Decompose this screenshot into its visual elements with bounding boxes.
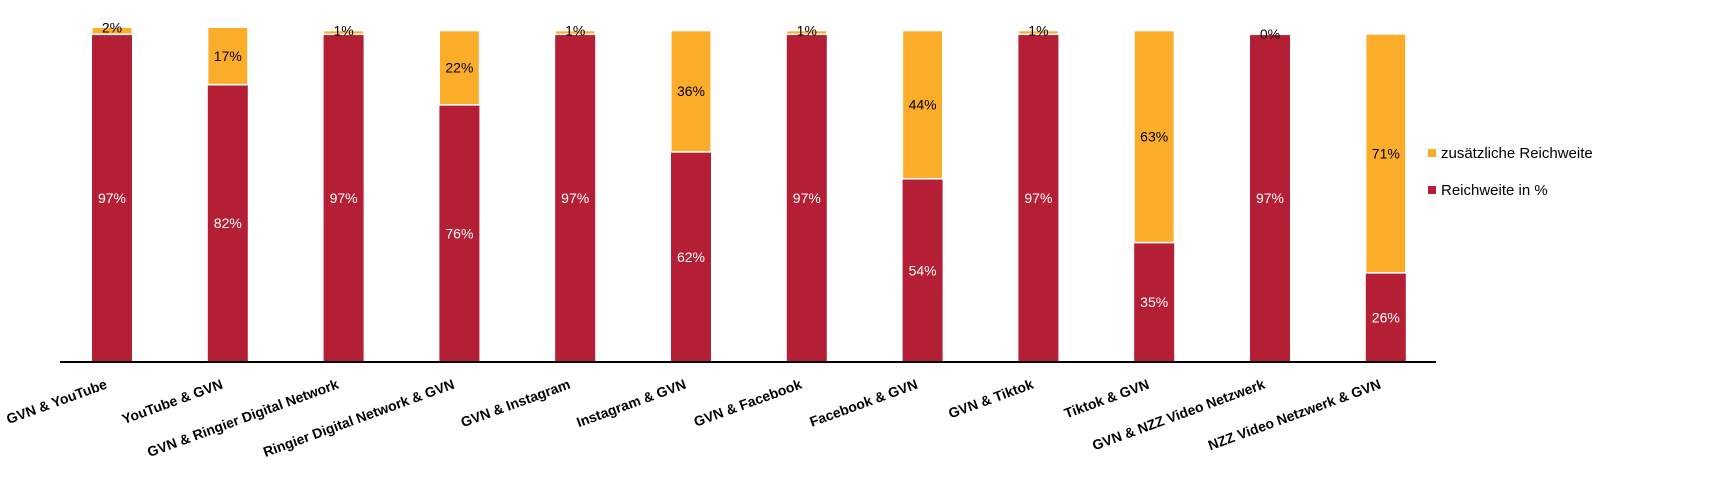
data-label: 2% (102, 19, 122, 35)
bar-reichweite (671, 152, 711, 361)
bar-reichweite (555, 35, 596, 362)
data-label: 36% (677, 83, 705, 99)
data-label: 17% (214, 48, 242, 64)
data-label: 1% (1028, 23, 1048, 39)
data-label: 22% (445, 60, 473, 76)
bar-zusaetzliche-reichweite (323, 30, 365, 35)
bar-zusaetzliche-reichweite (438, 30, 480, 106)
bar-zusaetzliche-reichweite (1017, 30, 1060, 35)
data-label: 1% (565, 23, 585, 39)
data-label: 1% (333, 23, 353, 39)
legend-swatch-reichweite (1428, 186, 1436, 194)
bar-zusaetzliche-reichweite (207, 26, 249, 86)
bar-reichweite (1365, 273, 1406, 361)
bar-reichweite (439, 105, 480, 361)
x-tick-label: GVN & Facebook (692, 376, 804, 430)
x-tick-label: Facebook & GVN (807, 376, 919, 430)
data-label: 82% (214, 215, 242, 231)
legend-swatch-zusaetzliche-reichweite (1428, 149, 1436, 157)
data-label: 54% (909, 262, 937, 278)
x-tick-label: GVN & Ringier Digital Network (145, 376, 341, 460)
bar-reichweite (1018, 35, 1059, 362)
x-tick-label: Instagram & GVN (574, 376, 688, 430)
data-label: 97% (793, 190, 821, 206)
data-label: 97% (1256, 190, 1284, 206)
bar-zusaetzliche-reichweite (1133, 30, 1175, 243)
bar-reichweite (1134, 243, 1175, 361)
bar-reichweite (786, 35, 827, 362)
data-label: 76% (445, 225, 473, 241)
bar-zusaetzliche-reichweite (91, 26, 133, 35)
bar-zusaetzliche-reichweite (670, 30, 712, 153)
x-tick-label: Tiktok & GVN (1062, 376, 1151, 422)
bar-reichweite (323, 35, 364, 362)
x-tick-label: Ringier Digital Network & GVN (261, 376, 457, 460)
bar-zusaetzliche-reichweite (786, 30, 828, 35)
data-label: 97% (1024, 190, 1052, 206)
data-label: 62% (677, 249, 705, 265)
bar-reichweite (92, 35, 132, 362)
data-label: 44% (909, 97, 937, 113)
x-tick-label: GVN & Instagram (459, 376, 573, 430)
data-label: 35% (1140, 294, 1168, 310)
bar-zusaetzliche-reichweite (901, 30, 944, 180)
bar-reichweite (207, 85, 248, 361)
data-label: 26% (1372, 309, 1400, 325)
bars-group: 97% 2% 82% 17% 97% 1% 76% 22% 97% 1% 62% 36% 97% 1% 54… (91, 19, 1407, 362)
x-tick-label: GVN & Tiktok (946, 376, 1035, 422)
data-label: 97% (98, 190, 126, 206)
bar-reichweite (902, 179, 943, 361)
data-label: 0% (1260, 26, 1280, 42)
legend-label-reichweite: Reichweite in % (1441, 182, 1548, 199)
bar-reichweite (1250, 35, 1290, 362)
data-label: 71% (1372, 145, 1400, 161)
x-tick-label: YouTube & GVN (120, 376, 225, 427)
data-label: 63% (1140, 129, 1168, 145)
bar-zusaetzliche-reichweite (554, 30, 596, 35)
data-label: 97% (561, 190, 589, 206)
x-tick-label: GVN & YouTube (4, 376, 109, 427)
legend-label-zusaetzliche-reichweite: zusätzliche Reichweite (1441, 145, 1593, 162)
bar-zusaetzliche-reichweite (1365, 33, 1407, 274)
data-label: 97% (330, 190, 358, 206)
data-label: 1% (797, 23, 817, 39)
legend: zusätzliche Reichweite Reichweite in % (1428, 145, 1593, 199)
